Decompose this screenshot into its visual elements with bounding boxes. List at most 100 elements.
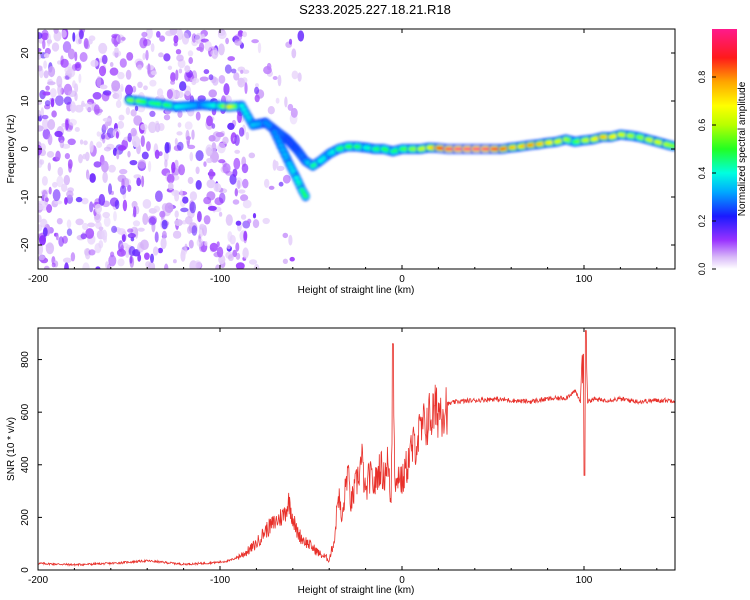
noise-blob	[267, 106, 275, 115]
noise-blob	[224, 64, 232, 74]
noise-blob	[218, 75, 226, 84]
snr-series-line	[38, 330, 675, 567]
noise-blob	[62, 257, 72, 264]
colorbar-tick-label: 0.8	[697, 71, 707, 84]
noise-blob	[234, 149, 241, 154]
ridge-core	[297, 152, 303, 156]
noise-blob	[64, 262, 69, 269]
noise-blob	[173, 35, 179, 44]
noise-blob	[74, 61, 82, 72]
noise-blob	[252, 213, 257, 219]
noise-blob	[130, 127, 137, 137]
noise-blob	[41, 114, 49, 120]
snr-plot-area	[38, 328, 675, 570]
noise-blob	[142, 199, 152, 209]
noise-blob	[141, 31, 148, 38]
spectrogram-ridge	[124, 95, 675, 202]
noise-blob	[154, 149, 160, 159]
noise-blob	[114, 199, 120, 210]
snr-frame	[37, 327, 676, 571]
noise-blob	[243, 230, 248, 241]
noise-blob	[187, 144, 196, 150]
noise-blob	[63, 174, 70, 186]
noise-blob	[125, 84, 133, 96]
noise-blob	[87, 222, 96, 228]
noise-blob	[148, 217, 157, 226]
noise-blob	[137, 159, 147, 169]
noise-blob	[129, 255, 133, 264]
noise-blob	[59, 139, 65, 149]
noise-blob	[94, 203, 103, 214]
noise-blob	[188, 239, 194, 249]
noise-blob	[92, 92, 102, 100]
noise-blob	[174, 210, 179, 218]
noise-blob	[233, 157, 241, 170]
snr-y-ticks: 0 200 400 600 800	[20, 351, 675, 573]
noise-blob	[117, 120, 125, 129]
noise-blob	[240, 69, 244, 74]
noise-blob	[195, 111, 201, 121]
noise-blob	[137, 254, 142, 262]
noise-blob	[245, 131, 250, 141]
noise-blob	[164, 142, 170, 154]
noise-blob	[101, 54, 108, 65]
y-tick-label: 0	[20, 146, 31, 152]
noise-blob	[127, 232, 136, 239]
noise-blob	[48, 186, 52, 195]
noise-blob	[98, 240, 104, 249]
noise-blob	[89, 173, 96, 183]
noise-blob	[78, 38, 82, 45]
noise-blob	[47, 133, 53, 146]
noise-blob	[195, 166, 200, 175]
noise-blob	[297, 30, 305, 42]
y-tick-label: 0	[20, 567, 31, 573]
ridge-core	[241, 108, 247, 112]
noise-blob	[191, 225, 198, 236]
noise-blob	[68, 90, 77, 97]
noise-blob	[50, 98, 55, 108]
spectrogram-y-ticks: 20 10 0 -10 -20	[20, 47, 675, 252]
noise-blob	[252, 219, 260, 229]
noise-blob	[235, 242, 240, 252]
noise-blob	[38, 65, 43, 72]
noise-blob	[51, 110, 57, 118]
noise-blob	[232, 249, 237, 258]
noise-blob	[85, 101, 94, 112]
noise-blob	[66, 190, 74, 198]
noise-blob	[44, 100, 51, 107]
noise-blob	[211, 123, 216, 129]
noise-blob	[212, 77, 219, 86]
spectrogram-x-label: Height of straight line (km)	[298, 285, 415, 296]
noise-blob	[136, 177, 142, 187]
noise-blob	[38, 200, 41, 207]
noise-blob	[203, 69, 210, 75]
noise-blob	[96, 131, 101, 137]
x-tick-label: 100	[576, 274, 593, 285]
noise-blob	[116, 89, 123, 101]
noise-blob	[51, 42, 60, 52]
noise-blob	[75, 218, 84, 226]
noise-blob	[268, 185, 275, 190]
x-tick-label: -200	[28, 274, 48, 285]
noise-blob	[208, 168, 214, 180]
noise-blob	[152, 246, 159, 256]
branch-core	[293, 176, 299, 180]
noise-blob	[61, 29, 67, 38]
noise-blob	[96, 76, 102, 88]
noise-blob	[133, 206, 137, 218]
branch-core	[302, 194, 309, 198]
noise-blob	[166, 173, 175, 184]
noise-blob	[52, 181, 58, 188]
noise-blob	[38, 125, 44, 132]
noise-blob	[45, 243, 54, 248]
noise-blob	[254, 94, 260, 103]
noise-blob	[93, 161, 102, 168]
noise-blob	[90, 59, 99, 67]
noise-blob	[75, 196, 83, 203]
noise-blob	[119, 185, 127, 195]
noise-blob	[47, 33, 52, 45]
noise-blob	[182, 196, 189, 204]
noise-blob	[38, 100, 43, 105]
noise-blob	[242, 178, 249, 189]
